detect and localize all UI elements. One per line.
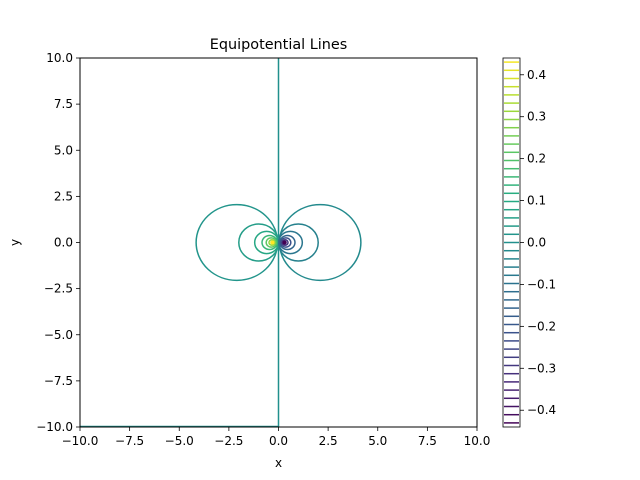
contour-line xyxy=(280,237,292,248)
y-axis-label: y xyxy=(8,239,22,246)
x-tick-label: 10.0 xyxy=(464,434,491,448)
y-tick-label: −2.5 xyxy=(44,282,73,296)
x-tick-label: −10.0 xyxy=(62,434,99,448)
y-tick-label: −7.5 xyxy=(44,374,73,388)
y-tick-label: −10.0 xyxy=(36,420,73,434)
colorbar-tick-label: −0.2 xyxy=(527,319,556,333)
colorbar-tick-label: −0.1 xyxy=(527,277,556,291)
contour-line xyxy=(281,238,289,247)
colorbar-tick-label: −0.3 xyxy=(527,361,556,375)
colorbar-tick-label: 0.3 xyxy=(527,110,546,124)
y-tick-label: 10.0 xyxy=(46,51,73,65)
colorbar-tick-label: 0.0 xyxy=(527,236,546,250)
colorbar-tick-label: 0.4 xyxy=(527,68,546,82)
chart-title: Equipotential Lines xyxy=(210,37,347,53)
contour-line xyxy=(277,230,304,255)
y-tick-label: 0.0 xyxy=(54,236,73,250)
colorbar-tick-label: 0.1 xyxy=(527,194,546,208)
x-tick-label: 7.5 xyxy=(418,434,437,448)
colorbar: 0.4 0.3 0.2 0.1 0.0 −0.1 −0.2 −0.3 −0.4 xyxy=(502,57,556,428)
y-tick-label: 2.5 xyxy=(54,189,73,203)
x-tick-label: −2.5 xyxy=(214,434,243,448)
y-axis-ticks: 10.0 7.5 5.0 2.5 0.0 −2.5 −5.0 −7.5 −10.0 xyxy=(36,51,80,434)
contour-line xyxy=(261,234,278,251)
colorbar-tick-label: −0.4 xyxy=(527,403,556,417)
x-tick-label: 0.0 xyxy=(269,434,288,448)
contour-line xyxy=(268,238,276,247)
x-axis-ticks: −10.0 −7.5 −5.0 −2.5 0.0 2.5 5.0 7.5 10.0 xyxy=(62,427,491,448)
contour-line xyxy=(279,234,296,251)
x-axis-label: x xyxy=(275,456,282,470)
x-tick-label: −5.0 xyxy=(165,434,194,448)
x-tick-label: −7.5 xyxy=(115,434,144,448)
source-marker xyxy=(282,240,287,245)
x-tick-label: 2.5 xyxy=(319,434,338,448)
y-tick-label: 7.5 xyxy=(54,97,73,111)
y-tick-label: 5.0 xyxy=(54,143,73,157)
source-marker xyxy=(270,240,275,245)
y-tick-label: −5.0 xyxy=(44,328,73,342)
x-tick-label: 5.0 xyxy=(368,434,387,448)
contour-line xyxy=(265,237,277,248)
colorbar-tick-label: 0.2 xyxy=(527,152,546,166)
